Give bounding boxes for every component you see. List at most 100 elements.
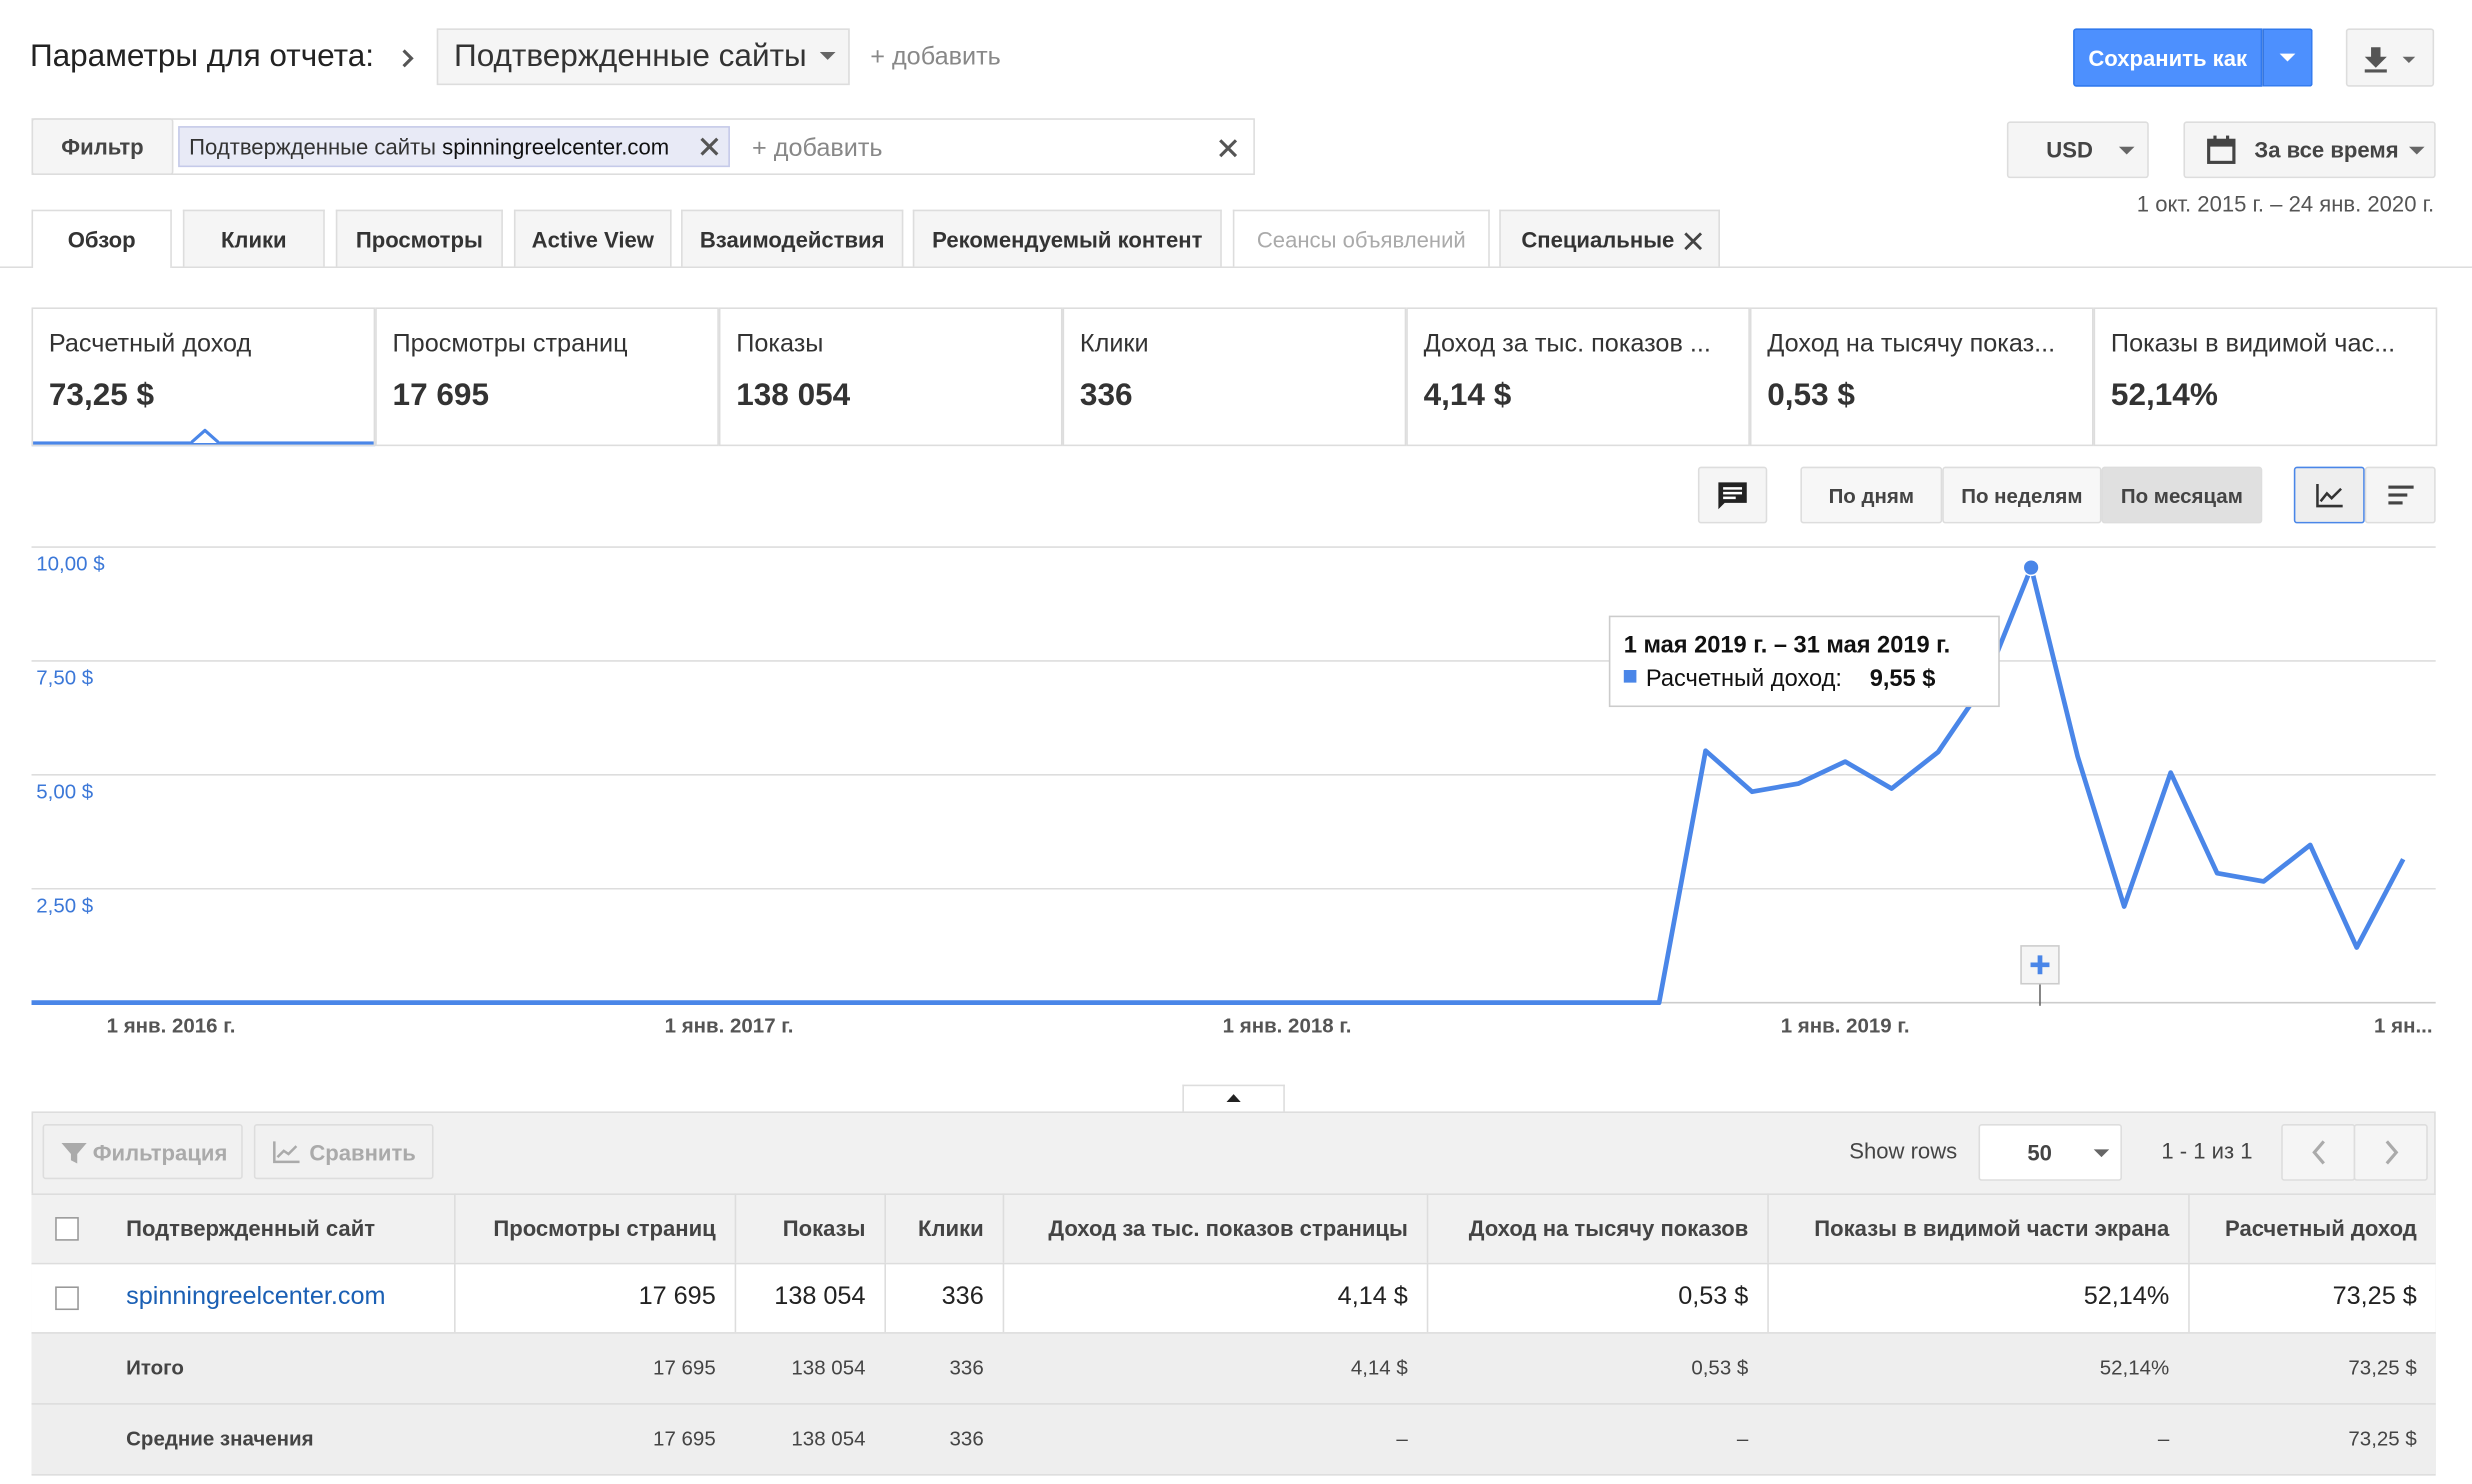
granularity-button[interactable]: По месяцам [2101, 466, 2263, 524]
line-chart-toggle[interactable] [2293, 466, 2365, 524]
x-tick-label: 1 янв. 2018 г. [1223, 1015, 1352, 1038]
currency-dropdown[interactable]: USD [2006, 121, 2149, 179]
next-page[interactable] [2353, 1124, 2428, 1181]
tab-close[interactable] [1684, 232, 1703, 251]
table-cell: 4,14 $ [1002, 1262, 1427, 1333]
table-cell: 52,14% [2099, 1355, 2170, 1380]
annotations-button[interactable] [1697, 466, 1768, 524]
table-cell[interactable]: spinningreelcenter.com [126, 1283, 386, 1311]
table-row [31, 1403, 2436, 1475]
filter-rows-button[interactable]: Фильтрация [42, 1124, 243, 1180]
metric-label: Показы [736, 331, 824, 358]
table-cell: 138 054 [791, 1426, 866, 1451]
table-row [31, 1193, 2436, 1263]
tab[interactable]: Клики [182, 209, 325, 267]
metric-card[interactable]: Показы 138 054 [718, 307, 1063, 447]
chart: 2,50 $ 5,00 $ 7,50 $ 10,00 $ 1 янв. 2016 г. 1… [31, 546, 2436, 1038]
metric-card[interactable]: Расчетный доход 73,25 $ [31, 307, 376, 447]
tab-label: Обзор [67, 227, 136, 253]
tab[interactable]: Просмотры [335, 209, 503, 267]
column-header: Показы в видимой части экрана [1767, 1193, 2188, 1263]
rows-select[interactable]: 50 [1978, 1124, 2122, 1181]
table-cell: 0,53 $ [1691, 1355, 1749, 1380]
add-filter[interactable]: + добавить [751, 135, 883, 163]
table-cell: 17 695 [653, 1355, 716, 1380]
metric-card[interactable]: Просмотры страниц 17 695 [375, 307, 719, 447]
tab[interactable]: Взаимодействия [681, 209, 904, 267]
column-header: Подтвержденный сайт [126, 1215, 376, 1241]
metric-label: Клики [1079, 331, 1149, 358]
column-header: Расчетный доход [2188, 1193, 2436, 1263]
x-tick-label: 1 ян... [2374, 1015, 2432, 1038]
tooltip-box [1608, 615, 2000, 708]
metric-value: 17 695 [392, 378, 489, 414]
tooltip-swatch [1623, 670, 1637, 683]
caret [819, 52, 836, 60]
tab-label: Сеансы объявлений [1256, 226, 1466, 252]
tab[interactable]: Специальные [1499, 209, 1720, 267]
metric-card[interactable]: Клики 336 [1062, 307, 1407, 447]
metric-label: Доход за тыс. показов ... [1423, 331, 1711, 358]
annotation-plus [2030, 955, 2050, 975]
collapse-handle[interactable] [1182, 1084, 1285, 1114]
table-cell: Средние значения [126, 1426, 314, 1451]
table-cell: 138 054 [791, 1355, 866, 1380]
filter-button[interactable]: Фильтр [31, 118, 174, 175]
tab[interactable]: Сеансы объявлений [1232, 209, 1490, 267]
y-tick-label: 2,50 $ [36, 894, 94, 917]
download-button[interactable] [2345, 28, 2435, 87]
column-header: Показы [734, 1193, 885, 1263]
y-tick-label: 5,00 $ [36, 780, 94, 803]
metric-value: 52,14% [2110, 378, 2218, 414]
currency-label: USD [2046, 137, 2093, 163]
row-checkbox[interactable] [55, 1286, 79, 1311]
filter-rows-label: Фильтрация [92, 1139, 228, 1165]
table-cell: 73,25 $ [2188, 1262, 2436, 1333]
metric-label: Расчетный доход [48, 331, 252, 358]
table-cell: Итого [126, 1355, 184, 1380]
metric-card[interactable]: Показы в видимой час... 52,14% [2093, 307, 2438, 447]
tab[interactable]: Active View [513, 209, 672, 267]
chip-remove[interactable] [698, 136, 720, 158]
table-chart-toggle[interactable] [2364, 466, 2436, 524]
row-checkbox[interactable] [55, 1217, 79, 1241]
date-dropdown[interactable]: За все время [2183, 121, 2436, 179]
pagination: 1 - 1 из 1 [2161, 1138, 2253, 1164]
x-tick-label: 1 янв. 2019 г. [1781, 1015, 1910, 1038]
dimension-dropdown[interactable]: Подтвержденные сайты [436, 28, 850, 86]
add-dimension[interactable]: + добавить [870, 44, 1001, 71]
table-cell: – [1396, 1426, 1408, 1451]
metric-label: Показы в видимой час... [2110, 331, 2396, 358]
table-cell: – [1736, 1426, 1749, 1451]
table-cell: 4,14 $ [1350, 1355, 1408, 1380]
date-label: За все время [2254, 137, 2399, 163]
tab-label: Active View [531, 226, 654, 252]
granularity-button[interactable]: По неделям [1942, 466, 2102, 524]
table-row [31, 1332, 2436, 1404]
tooltip-series: Расчетный доход: [1646, 666, 1842, 692]
prev-page[interactable] [2281, 1124, 2356, 1181]
page-title: Параметры для отчета: [29, 39, 375, 75]
y-tick-label: 10,00 $ [36, 553, 105, 576]
save-as-button[interactable]: Сохранить как [2073, 28, 2263, 87]
metric-card[interactable]: Доход за тыс. показов ... 4,14 $ [1406, 307, 1750, 447]
granularity-button[interactable]: По дням [1800, 466, 1943, 524]
save-menu-button[interactable] [2262, 28, 2313, 87]
chip-dimension: Подтвержденные сайты [189, 134, 437, 160]
metric-value: 0,53 $ [1767, 378, 1855, 414]
column-header: Клики [884, 1193, 1002, 1263]
tooltip-value: 9,55 $ [1870, 666, 1936, 692]
dimension-label: Подтвержденные сайты [454, 39, 807, 75]
metric-card[interactable]: Доход на тысячу показ... 0,53 $ [1749, 307, 2094, 447]
table-cell: – [2157, 1426, 2170, 1451]
filter-chip[interactable]: Подтвержденные сайты spinningreelcenter.… [178, 126, 730, 168]
clear-filter[interactable] [1217, 137, 1239, 159]
tab-divider [0, 266, 2472, 269]
tab[interactable]: Обзор [31, 209, 172, 269]
table-cell: 17 695 [653, 1426, 716, 1451]
tab-label: Взаимодействия [699, 226, 885, 252]
active-metric-bar [31, 441, 376, 447]
tab[interactable]: Рекомендуемый контент [912, 209, 1222, 267]
metric-value: 336 [1079, 378, 1133, 414]
compare-button[interactable]: Сравнить [253, 1124, 434, 1180]
